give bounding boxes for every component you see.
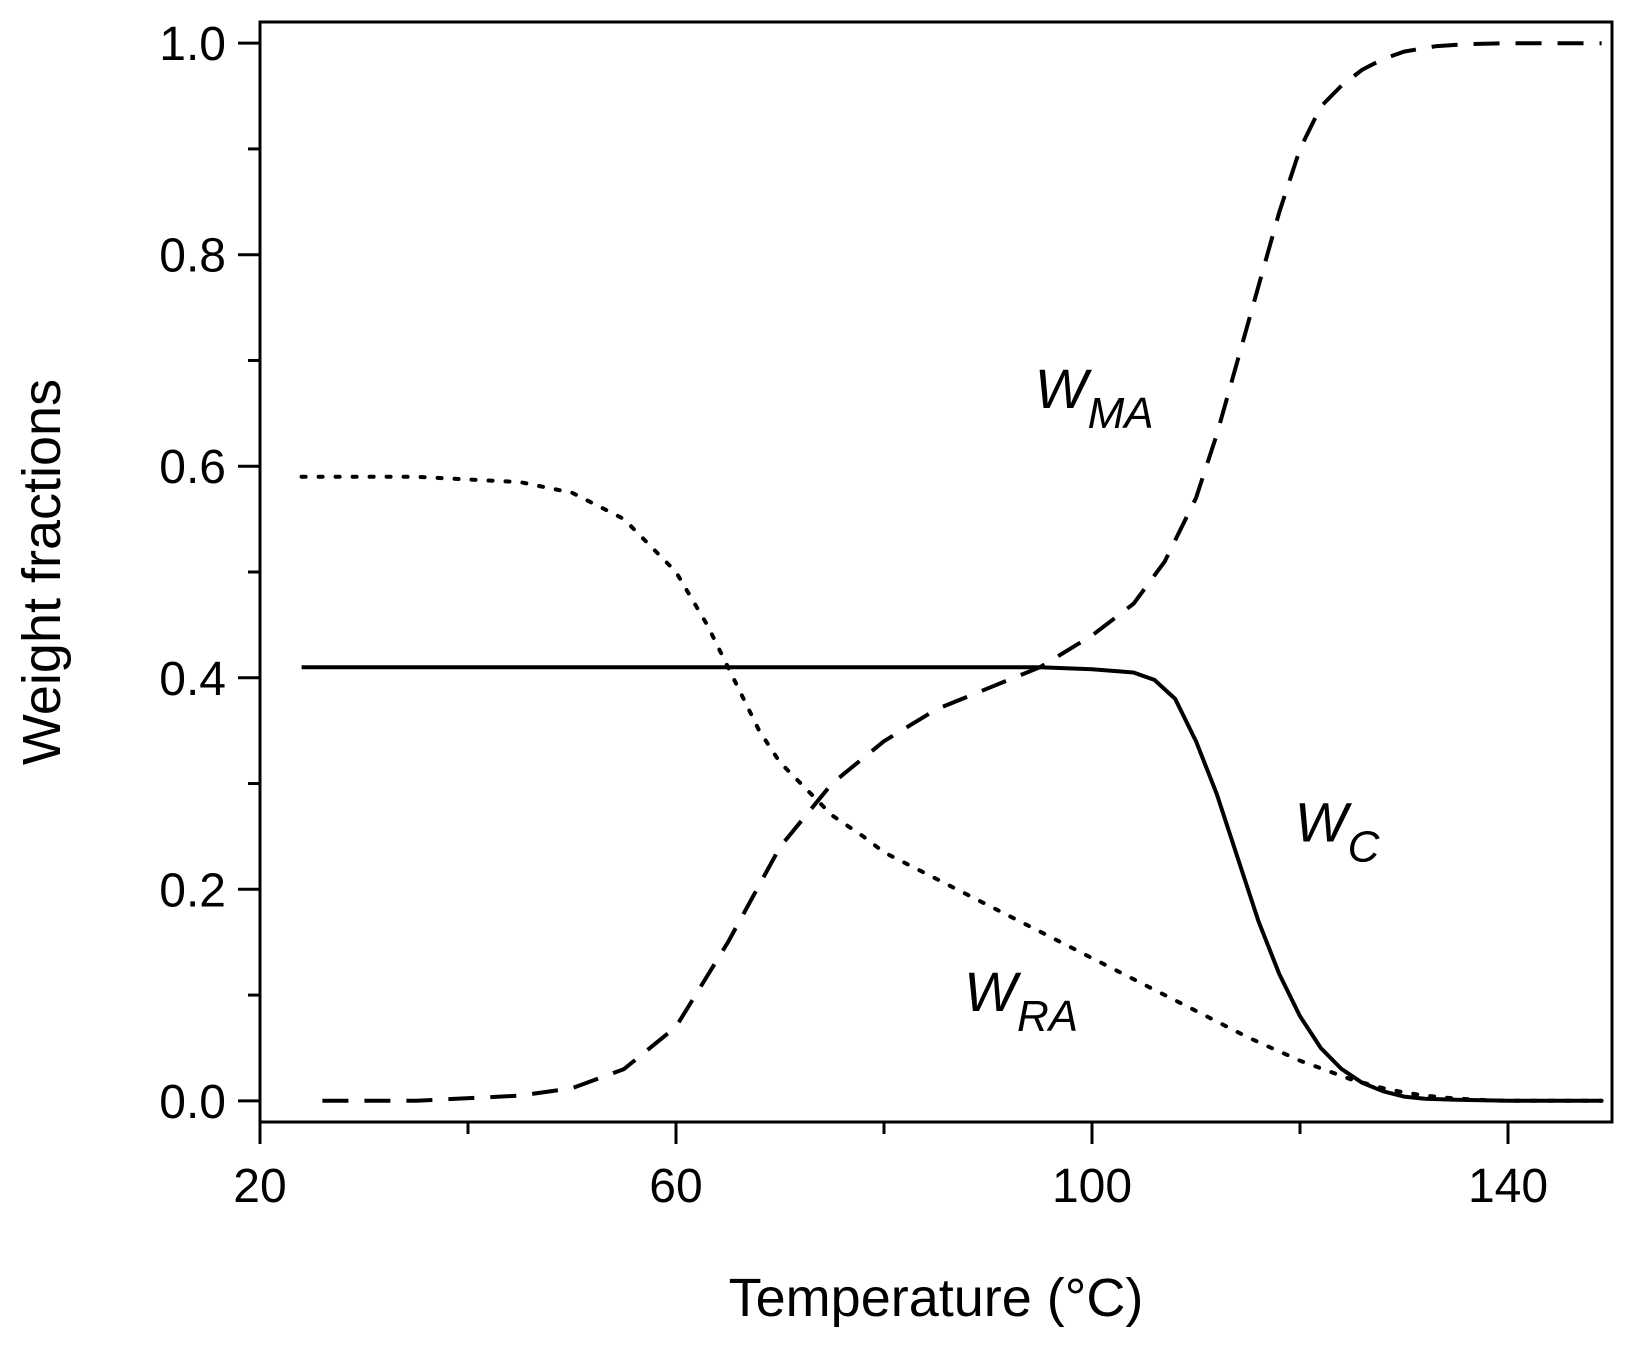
x-axis: 20 60 100 140 [233,1122,1548,1213]
series-label-wma: WMA [1035,357,1154,438]
series-label-wra-main: W [964,960,1022,1023]
series-line-wc [301,665,1602,1103]
x-tick-label: 20 [233,1160,286,1213]
y-tick-label: 0.2 [159,864,226,917]
y-axis-title: Weight fractions [12,379,72,765]
y-tick-label: 0.6 [159,441,226,494]
y-tick-label: 0.0 [159,1076,226,1129]
series-label-wra-sub: RA [1017,992,1078,1041]
series-label-wc-sub: C [1348,823,1381,872]
y-tick-label: 0.8 [159,230,226,283]
series-layer [299,41,1604,1103]
series-line-wra [299,474,1604,1103]
series-label-wc-main: W [1295,791,1353,854]
y-tick-label: 1.0 [159,18,226,71]
y-axis: 0.0 0.2 0.4 0.6 0.8 1.0 [159,18,260,1129]
x-tick-label: 100 [1052,1160,1132,1213]
x-axis-title: Temperature (°C) [729,1268,1144,1328]
series-label-wra: WRA [964,960,1078,1041]
x-tick-label: 140 [1468,1160,1548,1213]
series-label-wma-sub: MA [1088,389,1154,438]
x-tick-label: 60 [649,1160,702,1213]
series-label-wc: WC [1295,791,1381,872]
series-label-wma-main: W [1035,357,1093,420]
y-tick-label: 0.4 [159,653,226,706]
plot-frame [258,20,1614,1124]
series-line-wma [322,41,1602,1103]
